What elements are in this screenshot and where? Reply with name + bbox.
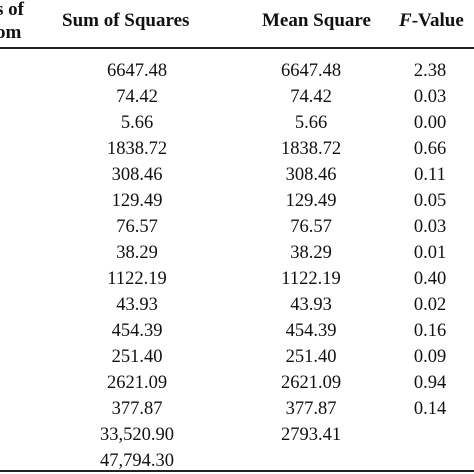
table-row: 251.40 251.40 0.09 <box>0 344 474 370</box>
mean-square-cell: 308.46 <box>285 165 337 185</box>
header-degrees-of-freedom-line2: om <box>0 22 22 43</box>
sum-of-squares-cell: 377.87 <box>111 399 163 419</box>
f-value-cell: 0.03 <box>413 87 447 107</box>
mean-square-cell: 377.87 <box>285 399 337 419</box>
header-f-letter: F <box>399 10 412 31</box>
sum-of-squares-cell: 74.42 <box>116 87 158 107</box>
sum-of-squares-cell: 47,794.30 <box>100 451 174 471</box>
table-row: 38.29 38.29 0.01 <box>0 240 474 266</box>
f-value-cell: 0.14 <box>413 399 447 419</box>
f-value-cell: 0.11 <box>414 165 446 185</box>
table-row: 1838.72 1838.72 0.66 <box>0 136 474 162</box>
table-row: 377.87 377.87 0.14 <box>0 396 474 422</box>
header-f-value: F-Value <box>399 10 464 32</box>
f-value-cell: 2.38 <box>413 61 447 81</box>
sum-of-squares-cell: 251.40 <box>111 347 163 367</box>
table-row: 129.49 129.49 0.05 <box>0 188 474 214</box>
mean-square-cell: 76.57 <box>290 217 332 237</box>
mean-square-cell: 5.66 <box>294 113 328 133</box>
f-value-cell: 0.03 <box>413 217 447 237</box>
mean-square-cell: 251.40 <box>285 347 337 367</box>
table-row-total: 47,794.30 <box>0 448 474 474</box>
mean-square-cell: 1838.72 <box>280 139 342 159</box>
table-row: 76.57 76.57 0.03 <box>0 214 474 240</box>
sum-of-squares-cell: 1122.19 <box>107 269 167 289</box>
header-f-suffix: -Value <box>411 10 464 31</box>
sum-of-squares-cell: 1838.72 <box>106 139 168 159</box>
table-row-error: 33,520.90 2793.41 <box>0 422 474 448</box>
mean-square-cell: 38.29 <box>290 243 332 263</box>
sum-of-squares-cell: 2621.09 <box>106 373 168 393</box>
sum-of-squares-cell: 43.93 <box>116 295 158 315</box>
mean-square-cell: 2621.09 <box>280 373 342 393</box>
table-row: 308.46 308.46 0.11 <box>0 162 474 188</box>
table-row: 6647.48 6647.48 2.38 <box>0 58 474 84</box>
sum-of-squares-cell: 6647.48 <box>106 61 168 81</box>
f-value-cell: 0.00 <box>413 113 447 133</box>
sum-of-squares-cell: 5.66 <box>120 113 154 133</box>
header-sum-of-squares: Sum of Squares <box>62 10 190 31</box>
table-bottom-rule <box>0 470 474 472</box>
table-row: 43.93 43.93 0.02 <box>0 292 474 318</box>
mean-square-cell: 129.49 <box>285 191 337 211</box>
mean-square-cell: 1122.19 <box>281 269 341 289</box>
header-degrees-of-freedom-line1: s of <box>0 0 24 20</box>
f-value-cell: 0.09 <box>413 347 447 367</box>
f-value-cell: 0.40 <box>413 269 447 289</box>
table-row: 5.66 5.66 0.00 <box>0 110 474 136</box>
sum-of-squares-cell: 33,520.90 <box>100 425 174 445</box>
f-value-cell: 0.94 <box>413 373 447 393</box>
table-row: 454.39 454.39 0.16 <box>0 318 474 344</box>
f-value-cell: 0.02 <box>413 295 447 315</box>
f-value-cell: 0.16 <box>413 321 447 341</box>
sum-of-squares-cell: 38.29 <box>116 243 158 263</box>
mean-square-cell: 43.93 <box>290 295 332 315</box>
sum-of-squares-cell: 76.57 <box>116 217 158 237</box>
header-mean-square: Mean Square <box>262 10 371 31</box>
mean-square-cell: 2793.41 <box>280 425 342 445</box>
mean-square-cell: 454.39 <box>285 321 337 341</box>
header-divider <box>0 47 474 49</box>
table-row: 74.42 74.42 0.03 <box>0 84 474 110</box>
sum-of-squares-cell: 454.39 <box>111 321 163 341</box>
table-body: 6647.48 6647.48 2.38 74.42 74.42 0.03 5.66 5.… <box>0 58 474 474</box>
mean-square-cell: 74.42 <box>290 87 332 107</box>
f-value-cell: 0.01 <box>413 243 447 263</box>
sum-of-squares-cell: 308.46 <box>111 165 163 185</box>
table-row: 2621.09 2621.09 0.94 <box>0 370 474 396</box>
sum-of-squares-cell: 129.49 <box>111 191 163 211</box>
f-value-cell: 0.66 <box>413 139 447 159</box>
table-row: 1122.19 1122.19 0.40 <box>0 266 474 292</box>
mean-square-cell: 6647.48 <box>280 61 342 81</box>
f-value-cell: 0.05 <box>413 191 447 211</box>
